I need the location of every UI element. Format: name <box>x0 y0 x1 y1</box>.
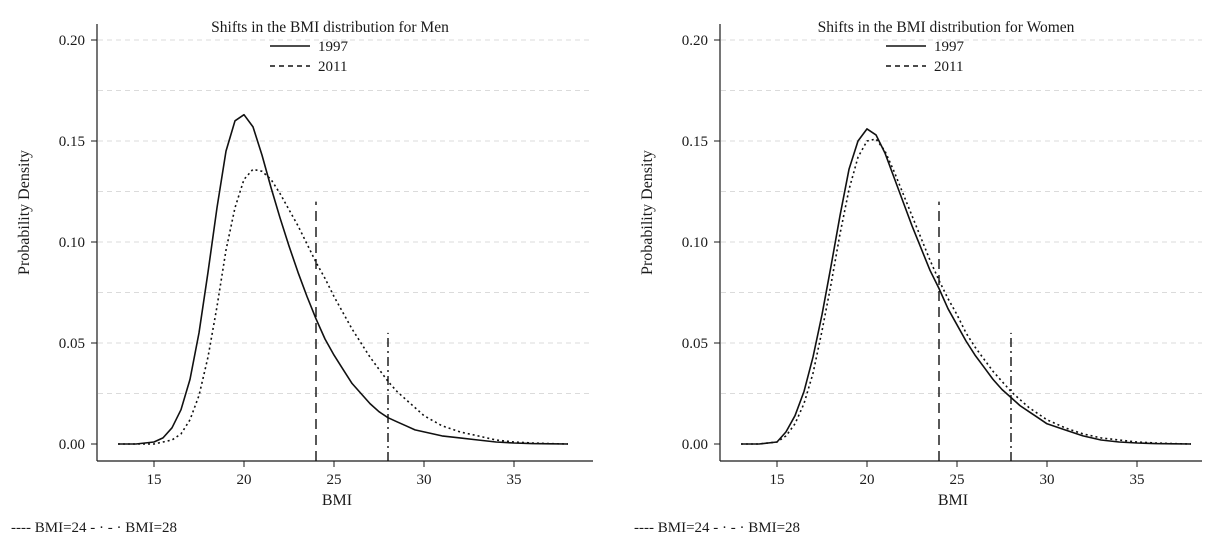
y-tick-label: 0.20 <box>59 33 85 49</box>
y-tick-label: 0.00 <box>59 437 85 453</box>
x-tick-label: 30 <box>1040 472 1055 488</box>
y-tick-label: 0.00 <box>682 437 708 453</box>
y-axis-label: Probability Density <box>639 150 656 275</box>
women-chart-panel: 0.00 0.05 0.10 0.15 0.20 15 20 25 30 35 BMI Probabi… <box>634 19 1202 536</box>
chart-footnote: ---- BMI=24 - · - · BMI=28 <box>634 520 800 536</box>
series-line-1997 <box>118 113 569 445</box>
series-line-1997 <box>741 128 1192 445</box>
y-axis-label: Probability Density <box>16 150 33 275</box>
legend-label-2011: 2011 <box>318 59 347 75</box>
y-tick-label: 0.15 <box>682 134 708 150</box>
y-tick-label: 0.05 <box>682 336 708 352</box>
chart-title: Shifts in the BMI distribution for Men <box>211 19 449 36</box>
x-tick-label: 15 <box>147 472 162 488</box>
x-axis-label: BMI <box>322 492 352 509</box>
x-axis-label: BMI <box>938 492 968 509</box>
y-tick-label: 0.15 <box>59 134 85 150</box>
chart-title: Shifts in the BMI distribution for Women <box>818 19 1075 36</box>
men-chart-panel: 0.00 0.05 0.10 0.15 0.20 15 20 25 30 35 BMI Probabi… <box>11 19 593 536</box>
y-tick-label: 0.05 <box>59 336 85 352</box>
series-line-2011 <box>118 168 569 445</box>
y-tick-label: 0.10 <box>682 235 708 251</box>
x-tick-label: 25 <box>950 472 965 488</box>
y-tick-label: 0.10 <box>59 235 85 251</box>
x-tick-label: 15 <box>770 472 785 488</box>
x-tick-label: 35 <box>1130 472 1145 488</box>
series-line-2011 <box>741 138 1192 445</box>
legend-label-2011: 2011 <box>934 59 963 75</box>
legend-label-1997: 1997 <box>934 39 965 55</box>
chart-footnote: ---- BMI=24 - · - · BMI=28 <box>11 520 177 536</box>
x-tick-label: 20 <box>237 472 252 488</box>
x-tick-label: 20 <box>860 472 875 488</box>
x-tick-label: 25 <box>327 472 342 488</box>
x-tick-label: 30 <box>417 472 432 488</box>
legend-label-1997: 1997 <box>318 39 349 55</box>
x-tick-label: 35 <box>507 472 522 488</box>
y-tick-label: 0.20 <box>682 33 708 49</box>
